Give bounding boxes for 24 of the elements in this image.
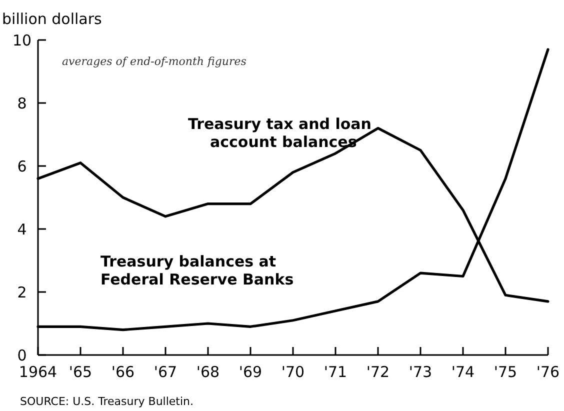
y-tick-label: 6 bbox=[17, 157, 27, 176]
y-tick-label: 10 bbox=[12, 31, 32, 50]
x-tick-label: '71 bbox=[324, 363, 348, 381]
x-tick-label: '72 bbox=[366, 363, 390, 381]
y-tick-label: 8 bbox=[17, 94, 27, 112]
annotation: averages of end-of-month figures bbox=[62, 55, 247, 68]
x-tick-label: '75 bbox=[494, 363, 518, 381]
x-tick-label: '67 bbox=[154, 363, 178, 381]
series-label: Treasury tax and loan account balances bbox=[188, 114, 372, 151]
x-tick-label: '65 bbox=[68, 363, 92, 381]
text: Treasury balances at Federal Reserve Banks bbox=[100, 252, 294, 289]
y-tick-label: 0 bbox=[17, 346, 27, 364]
x-tick-label: '69 bbox=[238, 363, 262, 381]
x-tick-label: '66 bbox=[111, 363, 135, 381]
x-tick-label: '68 bbox=[196, 363, 220, 381]
x-tick-label: '73 bbox=[408, 363, 432, 381]
x-tick-label: '76 bbox=[536, 363, 560, 381]
y-axis-title: billion dollars bbox=[2, 10, 102, 28]
y-tick-label: 4 bbox=[17, 220, 27, 238]
y-tick-label: 2 bbox=[17, 283, 27, 302]
x-tick-label: '70 bbox=[281, 363, 305, 381]
source-note: SOURCE: U.S. Treasury Bulletin. bbox=[20, 395, 194, 408]
x-tick-label: '74 bbox=[451, 363, 475, 381]
x-tick-label: 1964 bbox=[18, 363, 58, 381]
